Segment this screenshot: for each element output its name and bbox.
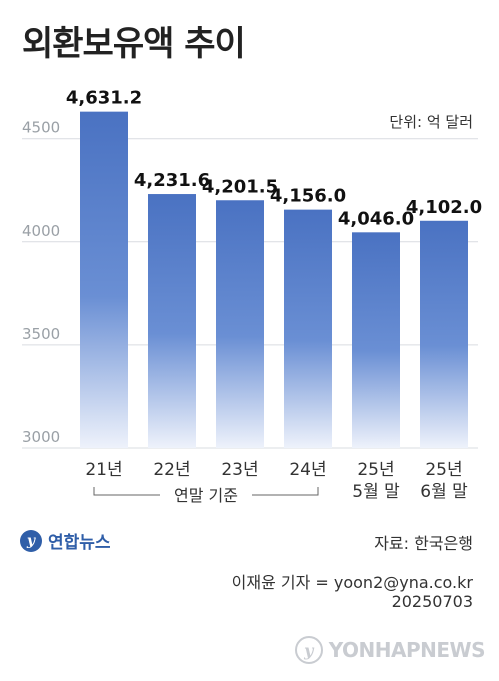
y-tick-label: 3500 — [22, 325, 60, 343]
unit-label: 단위: 억 달러 — [389, 113, 473, 131]
x-tick-label: 25년 — [357, 460, 394, 480]
value-label: 4,201.5 — [202, 176, 278, 197]
yonhap-logo: y 연합뉴스 — [20, 528, 111, 553]
bar — [148, 194, 196, 448]
chart-title: 외환보유액 추이 — [22, 24, 246, 64]
bar — [80, 111, 128, 449]
value-label: 4,102.0 — [406, 197, 482, 218]
bracket-label: 연말 기준 — [174, 486, 238, 505]
bars — [80, 111, 468, 449]
watermark-text: YONHAPNEWS — [328, 638, 486, 662]
credit-reporter: 이재윤 기자 = yoon2@yna.co.kr — [231, 573, 473, 592]
y-tick-label: 4000 — [22, 222, 60, 240]
x-tick-label: 23년 — [221, 460, 258, 480]
watermark: y YONHAPNEWS — [294, 636, 486, 664]
bar — [352, 232, 400, 448]
x-tick-label: 5월 말 — [352, 482, 400, 502]
bracket-line-left — [93, 487, 160, 496]
x-tick-label: 24년 — [289, 460, 326, 480]
credit-date: 20250703 — [391, 592, 473, 611]
logo-text: 연합뉴스 — [48, 533, 111, 553]
value-label: 4,046.0 — [338, 208, 414, 229]
bar — [420, 220, 468, 448]
y-tick-label: 4500 — [22, 119, 60, 137]
x-tick-label: 22년 — [153, 460, 190, 480]
value-label: 4,631.2 — [66, 88, 142, 109]
source-label: 자료: 한국은행 — [374, 534, 473, 553]
bar — [284, 209, 332, 448]
bar-chart: 3000 3500 4000 4500 4,631.2 21년 4,231.6 22년 4,20… — [22, 88, 482, 505]
bar — [216, 200, 264, 448]
credit: 이재윤 기자 = yoon2@yna.co.kr 20250703 — [232, 573, 473, 611]
x-tick-label: 21년 — [85, 460, 122, 480]
y-tick-label: 3000 — [22, 428, 60, 446]
labels: 3000 3500 4000 4500 4,631.2 21년 4,231.6 22년 4,20… — [22, 88, 482, 505]
value-label: 4,156.0 — [270, 186, 346, 207]
yonhap-logo-icon: y — [20, 529, 42, 552]
bracket-line-right — [252, 487, 319, 496]
x-tick-label: 6월 말 — [420, 482, 468, 502]
x-tick-label: 25년 — [425, 460, 462, 480]
watermark-icon: y — [294, 636, 323, 664]
value-label: 4,231.6 — [134, 170, 210, 191]
